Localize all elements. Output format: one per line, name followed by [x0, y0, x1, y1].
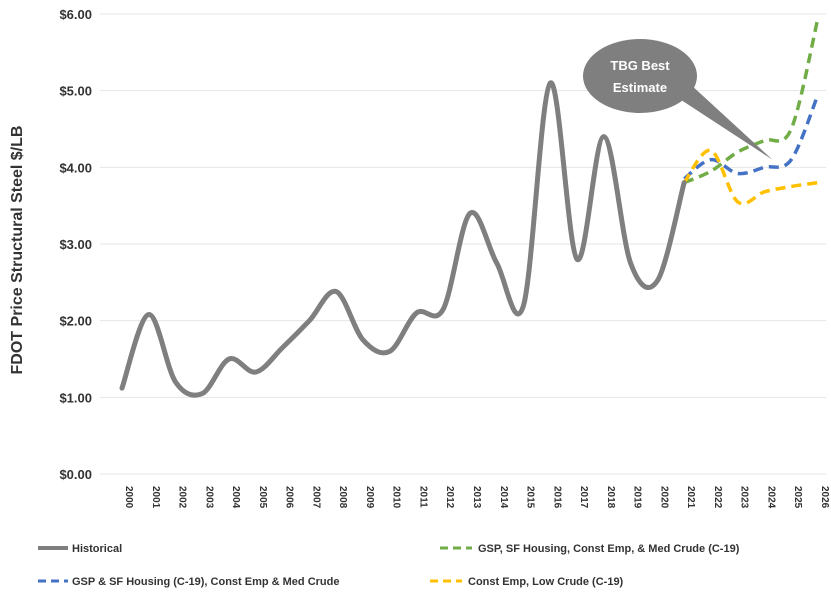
- x-tick-label: 2012: [444, 486, 455, 509]
- x-tick-label: 2001: [150, 486, 161, 509]
- x-tick-label: 2024: [765, 486, 776, 509]
- x-tick-label: 2007: [310, 486, 321, 509]
- series-lines: [119, 17, 820, 398]
- x-tick-label: 2008: [337, 486, 348, 509]
- legend-item-gsp-sf-housing-c19: GSP & SF Housing (C-19), Const Emp & Med…: [38, 576, 339, 588]
- x-tick-label: 2025: [792, 486, 803, 509]
- legend-label-const-emp-low-crude: Const Emp, Low Crude (C-19): [468, 576, 624, 588]
- callout-bubble: [583, 39, 697, 113]
- x-tick-label: 2015: [525, 486, 536, 509]
- annotation-callout: TBG Best Estimate: [583, 39, 773, 160]
- x-tick-label: 2021: [685, 486, 696, 509]
- x-tick-label: 2022: [712, 486, 723, 509]
- gridlines: [100, 13, 826, 475]
- x-tick-label: 2006: [284, 486, 295, 509]
- x-tick-label: 2017: [578, 486, 589, 509]
- legend-item-historical: Historical: [38, 543, 122, 555]
- callout-tail: [672, 84, 773, 160]
- x-tick-label: 2002: [177, 486, 188, 509]
- x-tick-label: 2016: [551, 486, 562, 509]
- legend-label-gsp-sf-housing-const-emp-med-crude: GSP, SF Housing, Const Emp, & Med Crude …: [478, 543, 740, 555]
- x-tick-label: 2019: [632, 486, 643, 509]
- legend-label-gsp-sf-housing-c19: GSP & SF Housing (C-19), Const Emp & Med…: [72, 576, 339, 588]
- y-tick-label: $1.00: [59, 390, 92, 405]
- y-tick-label: $3.00: [59, 237, 92, 252]
- x-tick-label: 2020: [658, 486, 669, 509]
- legend-item-gsp-sf-housing-const-emp-med-crude: GSP, SF Housing, Const Emp, & Med Crude …: [440, 543, 740, 555]
- y-tick-label: $2.00: [59, 314, 92, 329]
- x-tick-label: 2005: [257, 486, 268, 509]
- legend: Historical GSP, SF Housing, Const Emp, &…: [38, 543, 740, 588]
- x-tick-label: 2010: [391, 486, 402, 509]
- y-tick-label: $6.00: [59, 7, 92, 22]
- x-tick-label: 2018: [605, 486, 616, 509]
- x-tick-label: 2023: [739, 486, 750, 509]
- series-line-0: [119, 80, 687, 398]
- legend-label-historical: Historical: [72, 543, 122, 555]
- series-line-2: [683, 93, 820, 181]
- x-tick-label: 2003: [203, 486, 214, 509]
- x-tick-label: 2009: [364, 486, 375, 509]
- x-tick-label: 2013: [471, 486, 482, 509]
- y-tick-label: $5.00: [59, 84, 92, 99]
- x-tick-label: 2026: [819, 486, 830, 509]
- callout-text-line-1: TBG Best: [610, 58, 670, 73]
- y-tick-label: $0.00: [59, 467, 92, 482]
- y-axis-label: FDOT Price Structural Steel $/LB: [9, 126, 26, 375]
- legend-item-const-emp-low-crude: Const Emp, Low Crude (C-19): [430, 576, 624, 588]
- series-line-1: [683, 17, 820, 185]
- y-tick-label: $4.00: [59, 160, 92, 175]
- x-tick-label: 2004: [230, 486, 241, 509]
- x-tick-label: 2014: [498, 486, 509, 509]
- x-tick-label: 2000: [123, 486, 134, 509]
- x-tick-label: 2011: [417, 486, 428, 508]
- callout-text-line-2: Estimate: [613, 80, 667, 95]
- x-tick-labels: 2000 2001 2002 2003 2004 2005 2006 2007 2008 2009…: [123, 486, 830, 509]
- y-tick-labels: $0.00 $1.00 $2.00 $3.00 $4.00 $5.00 $6.00: [59, 7, 92, 482]
- series-line-3: [682, 148, 819, 206]
